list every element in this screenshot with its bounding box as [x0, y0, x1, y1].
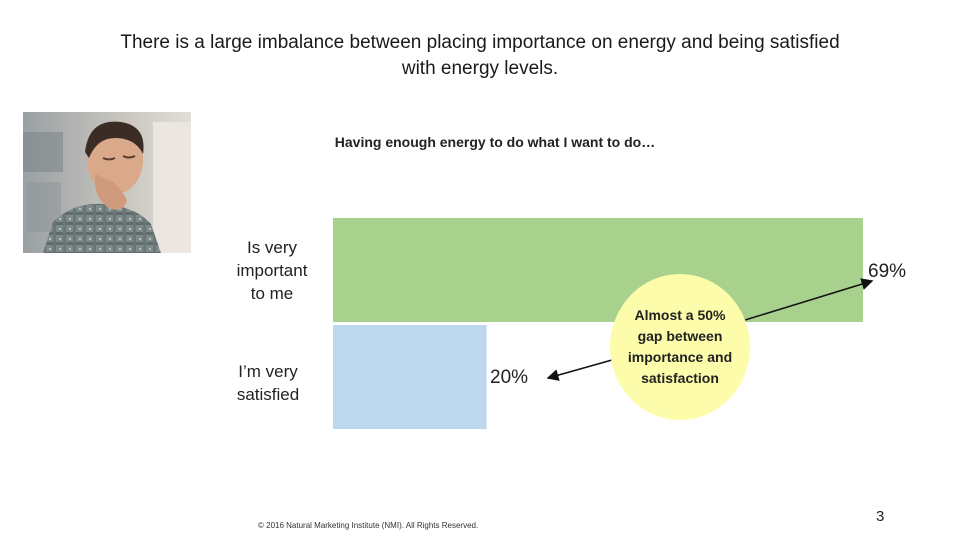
tired-man-photo [23, 112, 191, 253]
category-label-satisfied-line-1: I’m very [238, 362, 298, 381]
page-number: 3 [876, 508, 885, 525]
bar-important [333, 218, 863, 322]
copyright-footer: © 2016 Natural Marketing Institute (NMI)… [258, 521, 479, 530]
slide-title-line-1: There is a large imbalance between placi… [120, 32, 840, 53]
arrow-to-important [744, 278, 874, 321]
arrow-to-satisfied [546, 359, 613, 381]
value-label-important: 69% [868, 261, 907, 282]
category-label-important: Is very important to me [222, 236, 322, 305]
chart-title: Having enough energy to do what I want t… [334, 134, 656, 150]
gap-callout-text: Almost a 50% gap between importance and … [627, 307, 733, 386]
gap-callout: Almost a 50% gap between importance and … [610, 274, 750, 420]
category-label-important-line-3: to me [250, 284, 294, 303]
category-label-satisfied: I’m very satisfied [218, 360, 318, 406]
bar-satisfied [333, 325, 487, 429]
value-label-satisfied: 20% [490, 367, 529, 388]
slide-title-line-2: with energy levels. [401, 58, 559, 79]
category-label-important-line-2: important [236, 261, 308, 280]
slide-title: There is a large imbalance between placi… [60, 30, 900, 82]
category-label-important-line-1: Is very [246, 238, 298, 257]
category-label-satisfied-line-2: satisfied [236, 385, 300, 404]
